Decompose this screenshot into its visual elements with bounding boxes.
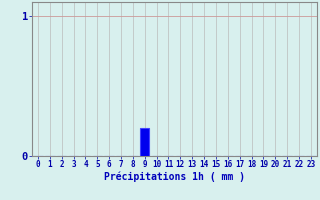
X-axis label: Précipitations 1h ( mm ): Précipitations 1h ( mm ) [104, 172, 245, 182]
Bar [140, 128, 149, 156]
